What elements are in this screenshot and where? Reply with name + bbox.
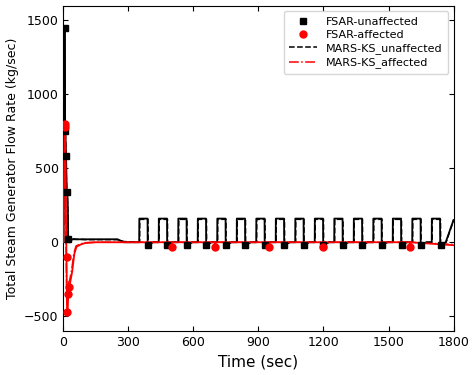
MARS-KS_affected: [66, 279, 72, 283]
MARS-KS_affected: [64, 259, 69, 264]
Line: FSAR-unaffected: FSAR-unaffected: [61, 24, 444, 249]
FSAR-affected: [62, 124, 68, 129]
MARS-KS_unaffected: [340, 217, 346, 222]
FSAR-unaffected: [379, 243, 385, 248]
MARS-KS_affected: [65, 287, 71, 292]
MARS-KS_affected: [63, 174, 68, 178]
MARS-KS_affected: [451, 242, 456, 247]
MARS-KS_affected: [104, 240, 109, 244]
FSAR-unaffected: [63, 154, 69, 159]
Y-axis label: Total Steam Generator Flow Rate (kg/sec): Total Steam Generator Flow Rate (kg/sec): [6, 38, 19, 299]
MARS-KS_affected: [69, 267, 75, 272]
MARS-KS_affected: [63, 232, 69, 237]
MARS-KS_affected: [267, 240, 273, 244]
FSAR-unaffected: [418, 243, 424, 248]
FSAR-affected: [66, 292, 71, 296]
MARS-KS_affected: [65, 299, 70, 304]
FSAR-affected: [65, 309, 70, 314]
FSAR-unaffected: [223, 243, 229, 248]
MARS-KS_affected: [213, 244, 219, 248]
MARS-KS_unaffected: [151, 240, 156, 244]
FSAR-affected: [321, 244, 326, 249]
FSAR-unaffected: [301, 243, 307, 248]
MARS-KS_affected: [71, 251, 77, 256]
FSAR-affected: [169, 244, 175, 249]
MARS-KS_unaffected: [365, 240, 371, 244]
FSAR-unaffected: [204, 243, 209, 248]
FSAR-affected: [66, 284, 72, 289]
MARS-KS_affected: [77, 242, 83, 246]
MARS-KS_affected: [170, 244, 175, 248]
FSAR-unaffected: [62, 26, 67, 30]
MARS-KS_affected: [408, 240, 413, 244]
MARS-KS_affected: [170, 240, 175, 244]
FSAR-unaffected: [184, 243, 190, 248]
MARS-KS_unaffected: [145, 242, 151, 247]
MARS-KS_unaffected: [61, 36, 67, 40]
Line: FSAR-affected: FSAR-affected: [61, 120, 414, 315]
X-axis label: Time (sec): Time (sec): [218, 354, 299, 369]
MARS-KS_affected: [61, 240, 67, 244]
FSAR-unaffected: [66, 237, 71, 242]
MARS-KS_affected: [93, 240, 98, 244]
FSAR-affected: [64, 255, 69, 259]
FSAR-unaffected: [399, 243, 404, 248]
MARS-KS_unaffected: [451, 218, 456, 223]
MARS-KS_affected: [114, 240, 120, 244]
FSAR-unaffected: [360, 243, 365, 248]
FSAR-unaffected: [437, 243, 443, 248]
Line: MARS-KS_affected: MARS-KS_affected: [64, 131, 454, 306]
MARS-KS_affected: [62, 130, 68, 135]
FSAR-unaffected: [243, 243, 248, 248]
MARS-KS_affected: [266, 240, 272, 244]
MARS-KS_unaffected: [82, 237, 87, 242]
MARS-KS_affected: [64, 296, 69, 301]
FSAR-unaffected: [145, 243, 151, 248]
FSAR-unaffected: [65, 190, 70, 194]
MARS-KS_affected: [66, 280, 72, 285]
FSAR-unaffected: [282, 243, 287, 248]
MARS-KS_affected: [408, 244, 413, 248]
FSAR-unaffected: [62, 129, 68, 134]
MARS-KS_unaffected: [204, 240, 209, 244]
MARS-KS_affected: [321, 244, 327, 248]
MARS-KS_affected: [267, 244, 273, 248]
FSAR-affected: [212, 244, 218, 249]
MARS-KS_affected: [213, 240, 219, 244]
MARS-KS_affected: [125, 240, 131, 244]
MARS-KS_affected: [64, 304, 70, 308]
FSAR-affected: [266, 244, 272, 249]
FSAR-affected: [62, 122, 67, 126]
MARS-KS_affected: [169, 240, 175, 244]
MARS-KS_unaffected: [61, 240, 67, 244]
Line: MARS-KS_unaffected: MARS-KS_unaffected: [64, 38, 454, 245]
MARS-KS_affected: [73, 244, 79, 248]
MARS-KS_affected: [61, 129, 67, 134]
FSAR-unaffected: [321, 243, 326, 248]
Legend: FSAR-unaffected, FSAR-affected, MARS-KS_unaffected, MARS-KS_affected: FSAR-unaffected, FSAR-affected, MARS-KS_…: [284, 11, 448, 74]
MARS-KS_affected: [82, 240, 87, 245]
FSAR-affected: [408, 244, 413, 249]
MARS-KS_affected: [321, 240, 327, 244]
FSAR-unaffected: [262, 243, 268, 248]
FSAR-unaffected: [165, 243, 171, 248]
MARS-KS_unaffected: [371, 217, 377, 222]
MARS-KS_affected: [321, 240, 326, 244]
MARS-KS_affected: [212, 240, 218, 244]
FSAR-unaffected: [340, 243, 346, 248]
MARS-KS_affected: [408, 240, 414, 244]
